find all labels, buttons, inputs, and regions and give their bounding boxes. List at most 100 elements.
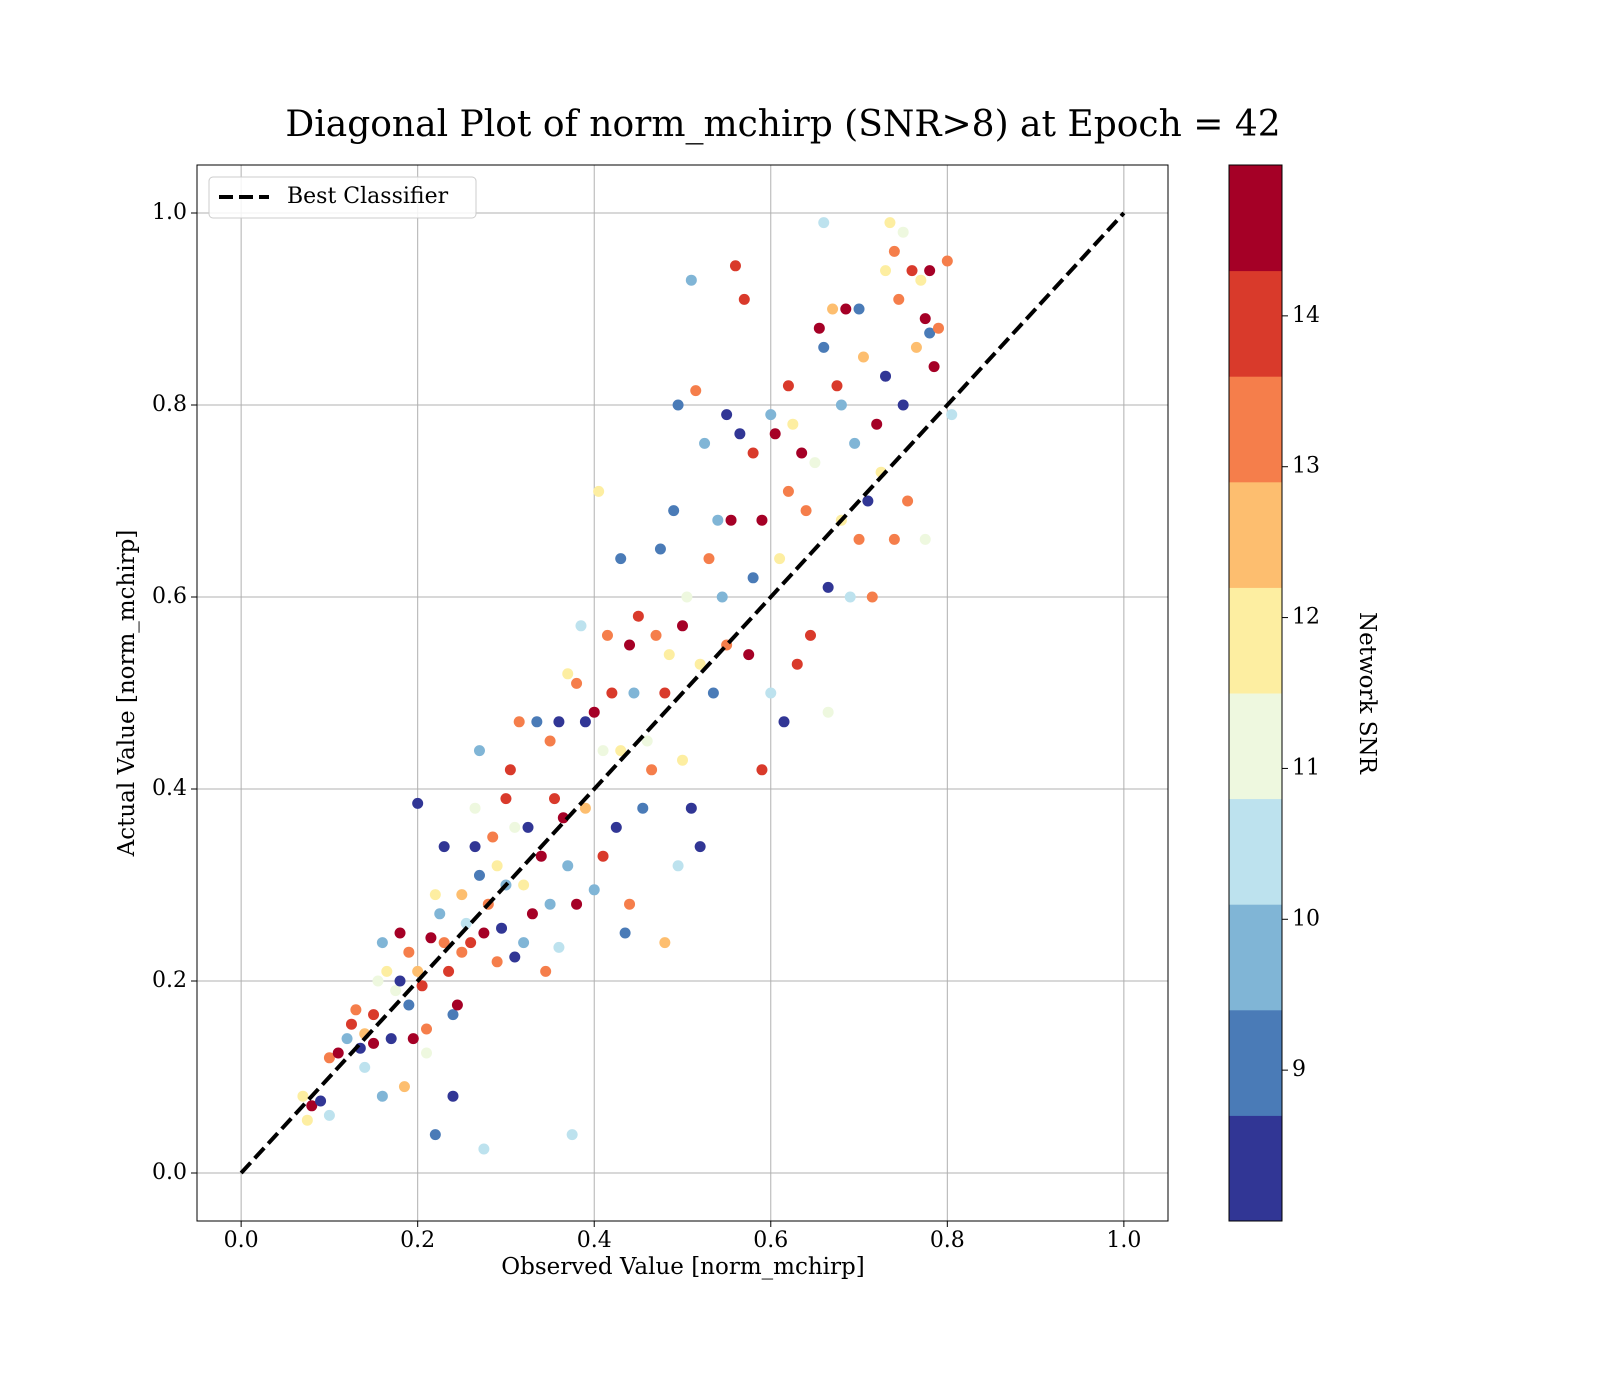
scatter-point (624, 898, 636, 910)
scatter-point (924, 265, 936, 277)
scatter-point (919, 313, 931, 325)
x-tick-label: 0.2 (400, 1228, 435, 1253)
scatter-point (544, 735, 556, 747)
scatter-point (827, 303, 839, 315)
scatter-point (919, 533, 931, 545)
scatter-point (575, 620, 587, 632)
scatter-point (888, 533, 900, 545)
scatter-point (707, 687, 719, 699)
scatter-point (694, 658, 706, 670)
scatter-point (473, 869, 485, 881)
scatter-point (641, 735, 653, 747)
scatter-point (301, 1114, 313, 1126)
scatter-point (403, 946, 415, 958)
scatter-point (862, 495, 874, 507)
colorbar-segment (1229, 376, 1282, 483)
scatter-point (553, 941, 565, 953)
y-tick-label: 1.0 (152, 200, 187, 225)
scatter-point (941, 255, 953, 267)
scatter-point (778, 716, 790, 728)
scatter-point (853, 303, 865, 315)
x-axis-label: Observed Value [norm_mchirp] (501, 1254, 864, 1280)
scatter-point (376, 937, 388, 949)
scatter-point (906, 265, 918, 277)
scatter-point (469, 841, 481, 853)
scatter-point (394, 975, 406, 987)
scatter-point (376, 1090, 388, 1102)
scatter-point (368, 1009, 380, 1021)
x-tick-label: 0.4 (577, 1228, 612, 1253)
scatter-point (822, 706, 834, 718)
scatter-point (412, 965, 424, 977)
scatter-point (562, 860, 574, 872)
scatter-point (390, 985, 402, 997)
scatter-point (637, 802, 649, 814)
scatter-point (456, 946, 468, 958)
scatter-point (888, 245, 900, 257)
scatter-point (738, 293, 750, 305)
plot-frame (196, 164, 1169, 1222)
scatter-point (518, 937, 530, 949)
x-tick-label: 0.0 (224, 1228, 259, 1253)
chart-title: Diagonal Plot of norm_mchirp (SNR>8) at … (285, 104, 1280, 145)
reference-line (239, 211, 1126, 1175)
scatter-point (650, 629, 662, 641)
scatter-point (478, 1143, 490, 1155)
scatter-point (460, 917, 472, 929)
scatter-point (553, 716, 565, 728)
scatter-point (429, 1129, 441, 1141)
scatter-point (624, 639, 636, 651)
scatter-point (946, 409, 958, 421)
scatter-point (421, 1023, 433, 1035)
scatter-point (628, 687, 640, 699)
scatter-point (884, 217, 896, 229)
scatter-point (747, 572, 759, 584)
scatter-point (496, 922, 508, 934)
scatter-point (703, 553, 715, 565)
scatter-point (323, 1109, 335, 1121)
scatter-point (394, 927, 406, 939)
scatter-point (579, 716, 591, 728)
scatter-point (915, 274, 927, 286)
scatter-point (866, 591, 878, 603)
scatter-point (924, 327, 936, 339)
colorbar-segment (1229, 481, 1282, 588)
scatter-point (663, 649, 675, 661)
scatter-point (513, 716, 525, 728)
scatter-point (871, 418, 883, 430)
scatter-point (416, 980, 428, 992)
scatter-point (880, 370, 892, 382)
scatter-point (716, 591, 728, 603)
scatter-point (619, 927, 631, 939)
scatter-point (791, 658, 803, 670)
scatter-point (734, 428, 746, 440)
scatter-point (593, 485, 605, 497)
scatter-point (385, 1033, 397, 1045)
legend-label: Best Classifier (287, 184, 449, 209)
scatter-point (429, 889, 441, 901)
scatter-point (902, 495, 914, 507)
scatter-point (725, 514, 737, 526)
scatter-point (880, 265, 892, 277)
scatter-point (341, 1033, 353, 1045)
scatter-point (473, 745, 485, 757)
scatter-point (332, 1047, 344, 1059)
scatter-point (469, 802, 481, 814)
scatter-point (800, 505, 812, 517)
scatter-point (659, 937, 671, 949)
scatter-point (769, 428, 781, 440)
scatter-point (668, 505, 680, 517)
scatter-point (646, 764, 658, 776)
scatter-point (315, 1095, 327, 1107)
x-tick-label: 1.0 (1106, 1228, 1141, 1253)
scatter-point (756, 514, 768, 526)
scatter-point (659, 687, 671, 699)
scatter-point (712, 514, 724, 526)
scatter-point (540, 965, 552, 977)
scatter-point (487, 831, 499, 843)
colorbar-label: Network SNR (1354, 612, 1380, 775)
scatter-point (456, 889, 468, 901)
scatter-point (425, 932, 437, 944)
y-tick-label: 0.2 (152, 968, 187, 993)
